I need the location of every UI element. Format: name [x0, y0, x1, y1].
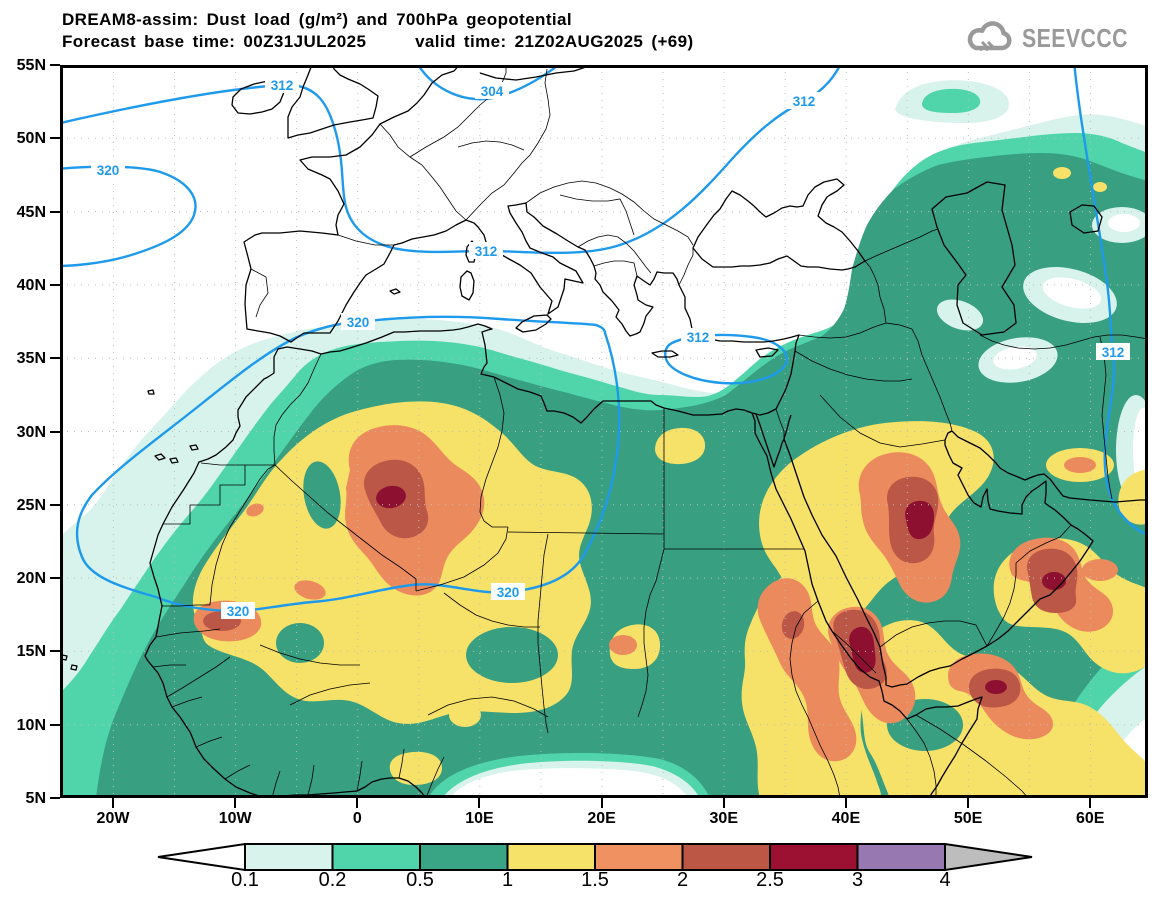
lon-tick-label: 10W — [218, 810, 252, 827]
country-borders — [152, 65, 1148, 798]
lat-tick-label: 15N — [16, 643, 46, 661]
lat-tick — [50, 283, 60, 286]
svg-text:304: 304 — [481, 84, 504, 99]
lon-tick — [844, 798, 847, 808]
lat-tick-label: 5N — [25, 790, 46, 807]
lat-tick — [50, 64, 60, 66]
lat-tick-label: 30N — [16, 423, 46, 441]
lat-tick-label: 20N — [16, 570, 46, 588]
contour-312-cyprus — [664, 333, 788, 385]
lat-tick — [50, 503, 60, 506]
lat-tick-label: 40N — [16, 276, 46, 294]
contour-label: 312 — [787, 92, 821, 109]
lon-tick — [967, 798, 970, 808]
map-border — [60, 65, 1148, 798]
contour-320-main — [75, 315, 621, 613]
lat-tick-label: 25N — [16, 496, 46, 514]
lon-tick — [1089, 798, 1092, 808]
lat-tick — [50, 430, 60, 433]
page-title: DREAM8-assim: Dust load (g/m²) and 700hP… — [62, 10, 572, 29]
lat-tick-label: 10N — [16, 716, 46, 734]
colorbar-value: 1 — [501, 869, 514, 891]
forecast-time-subtitle: Forecast base time: 00Z31JUL2025 valid t… — [62, 32, 694, 51]
contour-label: 320 — [341, 313, 375, 330]
lon-tick-label: 0 — [352, 810, 362, 827]
contour-labels: 312 304 312 320 312 312 312 320 320 320 — [91, 76, 1130, 619]
lon-tick — [356, 798, 359, 808]
svg-text:320: 320 — [97, 163, 120, 178]
lon-tick-label: 30E — [709, 810, 738, 827]
colorbar-value: 0.1 — [231, 869, 259, 891]
logo-text: SEEVCCC — [1021, 22, 1128, 53]
svg-text:312: 312 — [687, 330, 710, 345]
contour-label: 312 — [265, 76, 299, 93]
contour-label: 312 — [469, 242, 503, 259]
svg-text:312: 312 — [1102, 345, 1125, 360]
colorbar-value: 1.5 — [581, 869, 609, 891]
contour-320-nw — [60, 165, 197, 268]
lon-tick-label: 50E — [953, 810, 983, 827]
contour-label: 320 — [491, 583, 525, 600]
lat-tick-label: 50N — [16, 130, 46, 148]
cloud-icon — [967, 21, 1012, 52]
lon-tick-label: 10E — [465, 810, 494, 827]
contour-label: 312 — [1096, 343, 1130, 360]
contour-label: 320 — [91, 161, 125, 178]
lon-tick-label: 40E — [831, 810, 861, 827]
lat-tick — [50, 137, 60, 140]
lon-tick-label: 20E — [587, 810, 616, 827]
svg-text:312: 312 — [793, 94, 816, 109]
lat-tick-label: 45N — [16, 203, 46, 221]
colorbar-value: 2.5 — [756, 869, 784, 891]
colorbar-value: 2 — [676, 869, 689, 891]
colorbar-value: 3 — [851, 869, 864, 891]
dust-level-2p5 — [376, 485, 1066, 694]
map-canvas: 312 304 312 320 312 312 312 320 320 320 — [60, 65, 1148, 798]
lat-tick — [50, 723, 60, 726]
svg-text:320: 320 — [227, 604, 250, 619]
contour-label: 304 — [475, 82, 509, 99]
colorbar-value: 0.2 — [318, 869, 347, 891]
lat-tick — [50, 797, 60, 799]
lat-tick-label: 55N — [16, 57, 46, 74]
lat-tick — [50, 357, 60, 360]
colorbar — [150, 840, 1050, 876]
svg-text:320: 320 — [497, 585, 520, 600]
svg-text:312: 312 — [271, 78, 294, 93]
svg-text:312: 312 — [475, 244, 498, 259]
colorbar-labels: 0.1 0.2 0.5 1 1.5 2 2.5 3 4 — [150, 869, 1050, 895]
seevccc-logo: SEEVCCC — [964, 20, 1151, 56]
lat-tick — [50, 577, 60, 580]
lon-tick — [600, 798, 603, 808]
contour-label: 312 — [681, 328, 715, 345]
colorbar-value: 0.5 — [406, 869, 434, 891]
colorbar-value: 4 — [939, 869, 951, 891]
dust-load-map: 312 304 312 320 312 312 312 320 320 320 — [60, 65, 1148, 798]
lat-tick — [50, 650, 60, 653]
lon-tick-label: 20W — [96, 810, 130, 827]
lat-tick — [50, 210, 60, 213]
lon-tick — [234, 798, 237, 808]
lon-tick — [112, 798, 114, 808]
lon-tick-label: 60E — [1075, 810, 1105, 827]
svg-text:320: 320 — [347, 315, 370, 330]
lat-tick-label: 35N — [16, 350, 46, 368]
lon-tick — [722, 798, 725, 808]
contour-label: 320 — [221, 602, 255, 619]
green-intrusions — [276, 461, 963, 751]
dust-patch-north-core — [922, 88, 981, 113]
dust-texture-patches — [936, 207, 1148, 505]
lon-tick — [478, 798, 481, 808]
